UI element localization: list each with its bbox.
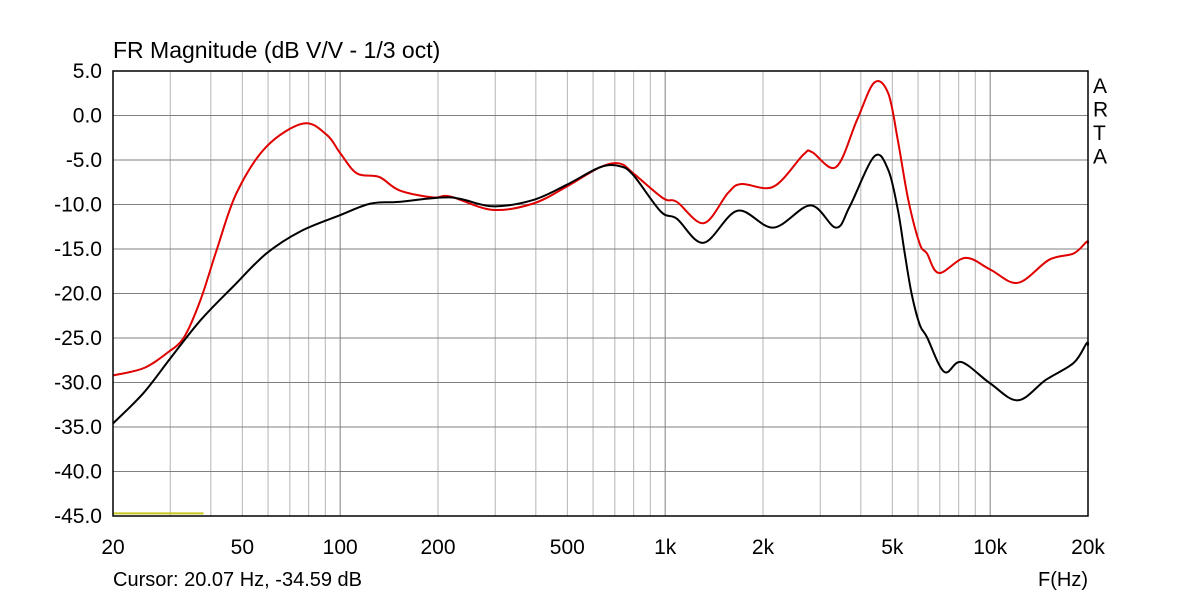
y-tick-label: -10.0 <box>54 194 102 217</box>
series-line-red <box>112 80 1090 377</box>
x-tick-label: 10k <box>973 536 1007 559</box>
arta-letter: R <box>1093 99 1108 122</box>
y-tick-label: -5.0 <box>66 149 102 172</box>
x-axis-ticks: 20 50 100 200 500 1k 2k 5k 10k 20k <box>101 536 1105 559</box>
arta-letter: A <box>1093 75 1107 98</box>
y-tick-label: -45.0 <box>54 505 102 528</box>
x-tick-label: 20k <box>1071 536 1105 559</box>
y-tick-label: -30.0 <box>54 372 102 395</box>
arta-letter: A <box>1093 146 1107 169</box>
x-tick-label: 5k <box>881 536 904 559</box>
chart-title: FR Magnitude (dB V/V - 1/3 oct) <box>113 37 440 63</box>
x-tick-label: 2k <box>752 536 775 559</box>
x-tick-label: 100 <box>323 536 358 559</box>
y-tick-label: -40.0 <box>54 461 102 484</box>
grid <box>112 70 1089 517</box>
y-tick-label: 5.0 <box>73 60 102 83</box>
y-tick-label: 0.0 <box>73 105 102 128</box>
arta-letter: T <box>1093 122 1106 145</box>
x-tick-label: 500 <box>550 536 585 559</box>
y-axis-ticks: 5.0 0.0 -5.0 -10.0 -15.0 -20.0 -25.0 -30.0 -35.0… <box>54 60 102 528</box>
y-tick-label: -20.0 <box>54 283 102 306</box>
x-axis-label: F(Hz) <box>1038 569 1088 591</box>
x-tick-label: 1k <box>654 536 677 559</box>
series-lines <box>112 80 1090 515</box>
y-tick-label: -15.0 <box>54 238 102 261</box>
series-line-black <box>112 153 1090 425</box>
plot-frame <box>112 70 1089 517</box>
y-tick-label: -25.0 <box>54 327 102 350</box>
cursor-readout: Cursor: 20.07 Hz, -34.59 dB <box>113 569 362 591</box>
x-tick-label: 200 <box>420 536 455 559</box>
y-tick-label: -35.0 <box>54 416 102 439</box>
x-tick-label: 20 <box>101 536 124 559</box>
x-tick-label: 50 <box>231 536 254 559</box>
